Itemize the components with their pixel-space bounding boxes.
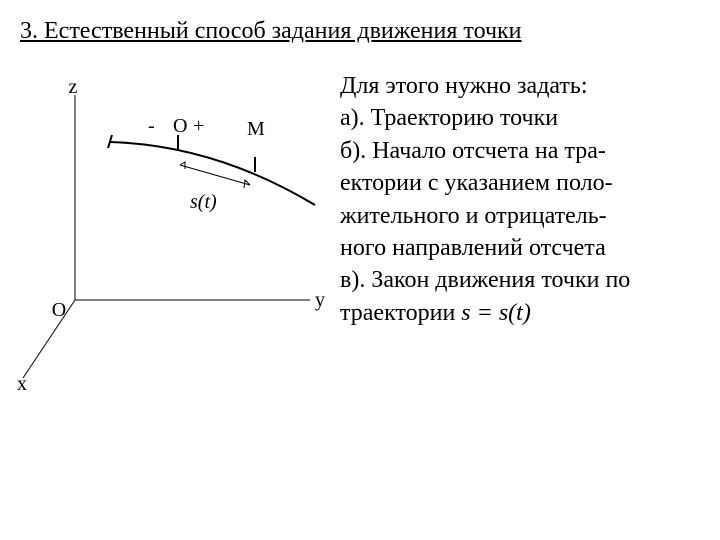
page-title: 3. Естественный способ задания движения … [20,18,522,45]
line-2: а). Траекторию точки [340,102,710,134]
line-3: б). Начало отсчета на тра- [340,135,710,167]
t1: Для этого нужно задать: [340,73,588,99]
t3: б). Начало отсчета на тра- [340,138,606,164]
t8a: траектории [340,300,461,326]
line-8: траектории s = s(t) [340,297,710,329]
t5: жительного и отрицатель- [340,203,607,229]
z-label: z [69,80,78,98]
line-4: ектории с указанием поло- [340,167,710,199]
x-label: x [17,373,27,395]
s-label: s(t) [190,191,217,213]
line-1: Для этого нужно задать: [340,70,710,102]
description-text: Для этого нужно задать: а). Траекторию т… [340,70,710,329]
minus-label: - [148,115,155,137]
plus-label: + [193,115,204,137]
curve-origin-label: O [173,115,187,137]
diagram-svg: z y x O - O + M s(t) [15,80,335,400]
y-label: y [315,289,325,311]
line-5: жительного и отрицатель- [340,200,710,232]
line-7: в). Закон движения точки по [340,264,710,296]
t4: ектории с указанием поло- [340,170,613,196]
line-6: ного направлений отсчета [340,232,710,264]
t2: а). Траекторию точки [340,105,558,131]
origin-label: O [52,299,66,321]
coordinate-diagram: z y x O - O + M s(t) [15,80,335,400]
x-axis [23,300,75,378]
t7: в). Закон движения точки по [340,267,630,293]
m-label: M [247,118,265,140]
t6: ного направлений отсчета [340,235,606,261]
equation-inline: s = s(t) [461,300,531,326]
